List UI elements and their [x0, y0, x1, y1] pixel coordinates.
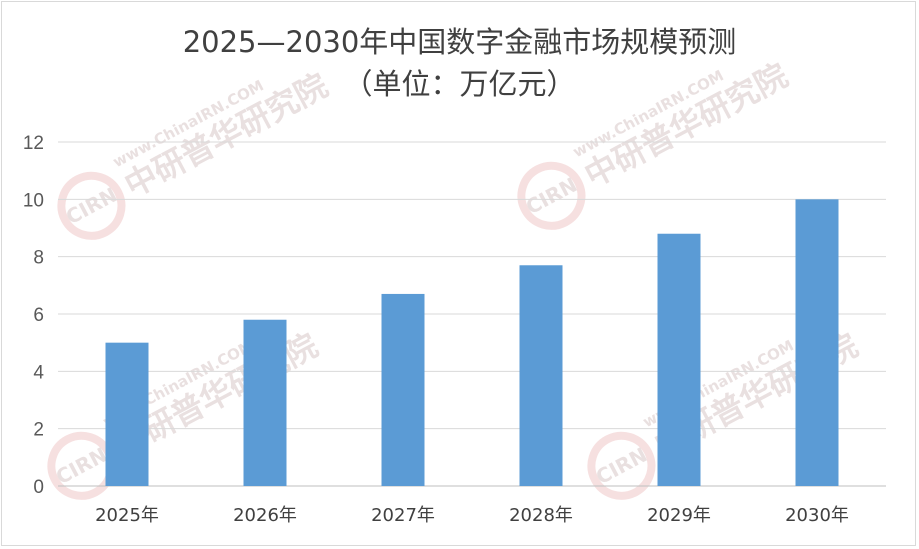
- bar-2026年: [243, 319, 287, 486]
- bar-2028年: [519, 265, 563, 486]
- x-tick-label: 2028年: [509, 505, 573, 526]
- y-tick-label: 12: [23, 133, 44, 154]
- bars: [105, 199, 839, 487]
- chart-title: 2025—2030年中国数字金融市场规模预测: [182, 25, 737, 59]
- y-tick-label: 2: [33, 420, 44, 441]
- y-tick-label: 4: [33, 362, 44, 383]
- y-tick-label: 0: [33, 477, 44, 498]
- chart-subtitle: （单位：万亿元）: [343, 67, 576, 101]
- x-tick-label: 2029年: [647, 505, 711, 526]
- x-axis-labels: 2025年 2026年 2027年 2028年 2029年 2030年: [95, 505, 849, 526]
- y-axis-labels: 0 2 4 6 8 10 12: [23, 133, 45, 498]
- x-tick-label: 2027年: [371, 505, 435, 526]
- bar-2025年: [105, 342, 149, 486]
- gridlines: [58, 141, 886, 487]
- bar-2029年: [657, 233, 701, 486]
- bar-2030年: [795, 199, 839, 487]
- x-tick-label: 2030年: [785, 505, 849, 526]
- x-tick-label: 2026年: [233, 505, 297, 526]
- y-tick-label: 8: [33, 248, 44, 269]
- y-tick-label: 6: [33, 305, 44, 326]
- bar-2027年: [381, 293, 425, 486]
- y-tick-label: 10: [23, 190, 44, 211]
- x-tick-label: 2025年: [95, 505, 159, 526]
